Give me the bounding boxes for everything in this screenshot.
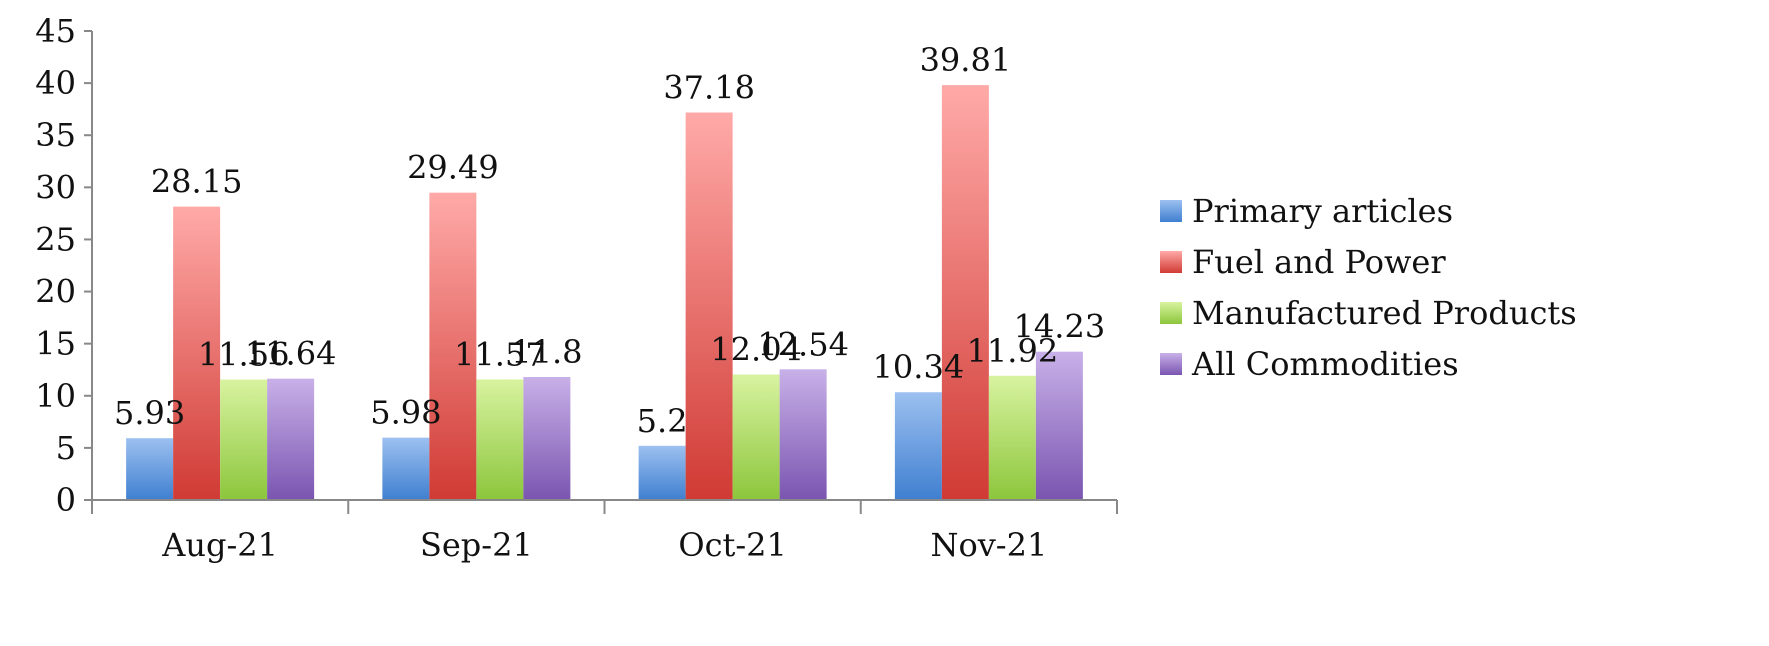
bar xyxy=(126,438,174,500)
data-label: 5.2 xyxy=(637,402,688,440)
y-tick-label: 30 xyxy=(35,168,76,206)
bar xyxy=(894,392,942,500)
legend-swatch xyxy=(1160,251,1182,273)
y-ticks: 0 5 10 15 20 25 30 35 40 45 xyxy=(35,12,92,519)
y-tick-label: 0 xyxy=(56,481,76,519)
data-label: 14.23 xyxy=(1014,308,1106,346)
bar xyxy=(220,379,268,500)
data-label: 11.57 xyxy=(454,335,546,373)
legend-swatch xyxy=(1160,302,1182,324)
bar xyxy=(779,369,827,500)
x-category-label: Aug-21 xyxy=(161,526,278,564)
data-label: 12.54 xyxy=(757,325,849,363)
y-tick-label: 40 xyxy=(35,64,76,102)
x-ticks: Aug-21 Sep-21 Oct-21 Nov-21 xyxy=(91,500,1118,564)
y-tick-label: 10 xyxy=(35,377,76,415)
data-label: 39.81 xyxy=(920,41,1012,79)
data-label: 11.64 xyxy=(245,335,337,373)
bar xyxy=(267,378,315,500)
y-tick-label: 5 xyxy=(56,429,76,467)
bar xyxy=(382,437,430,500)
bar xyxy=(429,192,477,500)
x-category-label: Oct-21 xyxy=(678,526,787,564)
legend-label: Fuel and Power xyxy=(1192,243,1446,281)
data-label: 5.93 xyxy=(114,394,185,432)
data-label: 28.15 xyxy=(151,163,243,201)
legend-label: Manufactured Products xyxy=(1192,294,1577,332)
data-label: 10.34 xyxy=(873,348,965,386)
bar xyxy=(988,375,1036,500)
data-label: 5.98 xyxy=(370,394,441,432)
data-label: 37.18 xyxy=(663,69,755,107)
y-tick-label: 45 xyxy=(35,12,76,50)
data-label: 12.04 xyxy=(710,331,802,369)
data-label: 29.49 xyxy=(407,149,499,187)
bar xyxy=(523,377,571,500)
bar xyxy=(732,374,780,500)
bar xyxy=(173,206,221,500)
legend-swatch xyxy=(1160,200,1182,222)
legend-label: Primary articles xyxy=(1192,192,1453,230)
bar xyxy=(685,112,733,501)
y-tick-label: 15 xyxy=(35,325,76,363)
legend: Primary articles Fuel and Power Manufactur… xyxy=(1160,192,1577,383)
bar xyxy=(1035,351,1083,500)
data-label: 11.8 xyxy=(511,333,582,371)
legend-label: All Commodities xyxy=(1191,345,1459,383)
data-label: 11.92 xyxy=(967,332,1059,370)
y-tick-label: 35 xyxy=(35,116,76,154)
x-category-label: Nov-21 xyxy=(930,526,1047,564)
y-tick-label: 25 xyxy=(35,220,76,258)
bar xyxy=(476,379,524,500)
bar xyxy=(941,85,989,500)
bar xyxy=(638,445,686,500)
x-category-label: Sep-21 xyxy=(420,526,533,564)
legend-swatch xyxy=(1160,353,1182,375)
y-tick-label: 20 xyxy=(35,273,76,311)
data-label: 11.56 xyxy=(198,336,290,374)
bars-layer xyxy=(126,85,1083,501)
